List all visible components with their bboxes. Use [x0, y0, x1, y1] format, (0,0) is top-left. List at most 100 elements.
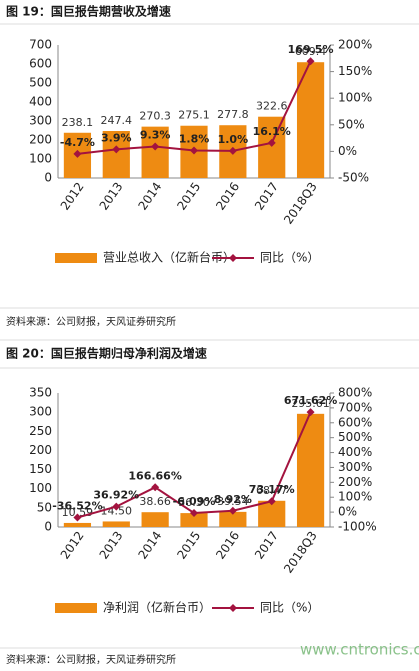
bar-label: 275.1	[178, 109, 210, 122]
x-tick-label: 2013	[97, 180, 126, 213]
y-tick-label: 400	[29, 95, 52, 109]
y2-tick-label: 600%	[338, 415, 372, 429]
point	[73, 513, 82, 522]
y-tick-label: 0	[44, 520, 52, 534]
point-label: 166.66%	[128, 469, 181, 482]
y2-tick-label: 50%	[338, 117, 365, 131]
x-tick-label: 2012	[58, 180, 87, 213]
y2-tick-label: -50%	[338, 171, 369, 185]
x-tick-label: 2017	[252, 180, 281, 213]
y-tick-label: 350	[29, 386, 52, 400]
watermark: www.cntronics.com	[300, 641, 419, 659]
point	[228, 146, 237, 155]
bar	[141, 126, 169, 178]
x-tick-label: 2018Q3	[281, 180, 320, 227]
y2-tick-label: 500%	[338, 430, 372, 444]
y2-tick-label: 200%	[338, 475, 372, 489]
bar-label: 277.8	[217, 108, 249, 121]
legend-swatch	[55, 253, 97, 263]
source-note: 资料来源：公司财报，天风证券研究所	[6, 653, 176, 666]
y2-tick-label: 150%	[338, 64, 372, 78]
x-tick-label: 2013	[97, 529, 126, 562]
y-tick-label: 600	[29, 57, 52, 71]
point-label: -6.09%	[173, 495, 216, 508]
point-label: 73.17%	[249, 483, 295, 496]
legend-marker	[229, 604, 237, 612]
y2-tick-label: 400%	[338, 445, 372, 459]
bar-label: 36.30	[178, 496, 210, 509]
y-tick-label: 200	[29, 133, 52, 147]
legend-label: 同比（%）	[260, 251, 319, 265]
figure-caption: 图 20：国巨报告期归母净利润及增速	[6, 346, 207, 361]
bar-label: 609.4	[295, 45, 327, 58]
y-tick-label: 500	[29, 76, 52, 90]
bar	[102, 521, 130, 527]
y-tick-label: 700	[29, 38, 52, 52]
bar	[102, 130, 130, 178]
point-label: -4.7%	[60, 136, 95, 149]
y2-tick-label: 300%	[338, 460, 372, 474]
x-tick-label: 2014	[135, 529, 164, 562]
legend-label: 同比（%）	[260, 601, 319, 615]
y2-tick-label: 0%	[338, 505, 357, 519]
source-note: 资料来源：公司财报，天风证券研究所	[6, 315, 176, 328]
x-tick-label: 2014	[135, 180, 164, 213]
point-label: 16.1%	[253, 125, 291, 138]
y-tick-label: 200	[29, 443, 52, 457]
point	[306, 57, 315, 66]
point	[190, 509, 198, 518]
bar-label: 68.47	[256, 484, 288, 497]
point	[267, 497, 276, 506]
point	[228, 506, 237, 515]
legend-label: 营业总收入（亿新台币）	[103, 250, 235, 265]
point	[112, 502, 121, 511]
bar-label: 38.66	[139, 495, 171, 508]
y-tick-label: 100	[29, 152, 52, 166]
point-label: 8.92%	[214, 493, 252, 506]
bar	[141, 512, 169, 527]
point	[267, 138, 276, 147]
point	[73, 149, 82, 158]
figure-caption: 图 19：国巨报告期营收及增速	[6, 4, 171, 19]
x-tick-label: 2012	[58, 529, 87, 562]
x-tick-label: 2015	[174, 180, 203, 213]
y2-tick-label: 0%	[338, 144, 357, 158]
point	[306, 408, 315, 417]
bar	[219, 511, 247, 527]
y-tick-label: 50	[37, 500, 52, 514]
point-label: -36.52%	[52, 500, 102, 513]
y2-tick-label: 800%	[338, 386, 372, 400]
y2-tick-label: -100%	[338, 520, 377, 534]
y-tick-label: 250	[29, 424, 52, 438]
y2-tick-label: 700%	[338, 400, 372, 414]
bar-label: 295.61	[291, 397, 330, 410]
point-label: 1.0%	[218, 133, 249, 146]
y2-tick-label: 100%	[338, 490, 372, 504]
bar-label: 270.3	[139, 110, 171, 123]
x-tick-label: 2016	[213, 180, 242, 213]
bar-label: 247.4	[101, 114, 133, 127]
bar-label: 39.54	[217, 495, 249, 508]
point-label: 36.92%	[93, 489, 139, 502]
point	[112, 145, 121, 154]
y2-tick-label: 100%	[338, 91, 372, 105]
y-tick-label: 100	[29, 481, 52, 495]
bar-label: 322.6	[256, 100, 288, 113]
y-tick-label: 300	[29, 114, 52, 128]
point-label: 1.8%	[179, 132, 210, 145]
point-label: 671.62%	[284, 394, 337, 407]
legend-swatch	[55, 603, 97, 613]
legend-label: 净利润（亿新台币）	[103, 600, 211, 615]
point-label: 3.9%	[101, 131, 132, 144]
point	[151, 483, 160, 492]
y-tick-label: 150	[29, 462, 52, 476]
bar	[180, 513, 208, 527]
bar	[63, 522, 92, 527]
point-label: 169.5%	[288, 43, 334, 56]
x-tick-label: 2018Q3	[281, 529, 320, 576]
bar	[296, 413, 325, 527]
y2-tick-label: 200%	[338, 38, 372, 52]
bar-label: 14.50	[101, 504, 133, 517]
point	[151, 142, 160, 151]
